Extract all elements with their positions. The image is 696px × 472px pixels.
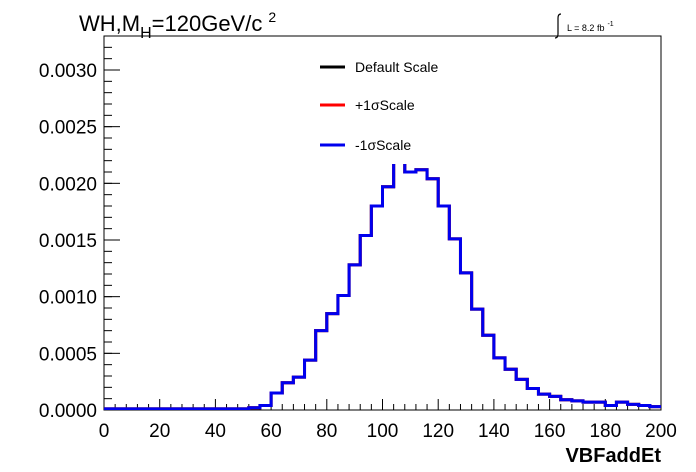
x-tick-label: 180: [589, 421, 621, 442]
x-tick-label: 140: [478, 421, 510, 442]
chart-title-rest: =120GeV/c: [152, 11, 263, 36]
x-tick-label: 0: [99, 421, 110, 442]
legend-label: Default Scale: [355, 59, 438, 75]
y-tick-label: 0.0030: [39, 61, 97, 82]
legend-label: -1σScale: [355, 137, 411, 153]
x-tick-label: 100: [367, 421, 399, 442]
x-tick-label: 80: [316, 421, 337, 442]
x-tick-label: 200: [645, 421, 677, 442]
y-tick-label: 0.0015: [39, 231, 97, 252]
legend: Default Scale +1σScale -1σScale: [312, 52, 438, 164]
x-axis-label: VBFaddEt: [565, 445, 661, 467]
x-tick-label: 160: [534, 421, 566, 442]
x-tick-label: 60: [261, 421, 282, 442]
x-tick-label: 40: [205, 421, 226, 442]
integral-symbol: [554, 13, 562, 39]
x-tick-label: 20: [149, 421, 170, 442]
chart-title-main: WH,M: [79, 11, 140, 36]
histogram-lines: [104, 160, 661, 410]
chart-title-subscript: H: [140, 25, 152, 42]
legend-label: +1σScale: [355, 97, 415, 113]
y-tick-label: 0.0025: [39, 118, 97, 139]
y-tick-label: 0.0010: [39, 288, 97, 309]
lumi-label: L = 8.2 fb -1: [554, 13, 614, 39]
chart-title-superscript: 2: [268, 9, 276, 25]
lumi-superscript: -1: [607, 21, 613, 28]
y-tick-label: 0.0005: [39, 344, 97, 365]
histogram-series-2: [104, 160, 661, 410]
axis-tick-labels: 0 20 40 60 80 100 120 140 160 180 200 0.0000 0.0005 0…: [39, 61, 677, 442]
y-tick-label: 0.0000: [39, 401, 97, 422]
x-tick-label: 120: [422, 421, 454, 442]
lumi-value: L = 8.2 fb: [567, 23, 604, 33]
y-tick-label: 0.0020: [39, 174, 97, 195]
lumi-text: L = 8.2 fb -1: [567, 21, 614, 33]
chart-title: WH,MH=120GeV/c 2: [79, 9, 276, 42]
